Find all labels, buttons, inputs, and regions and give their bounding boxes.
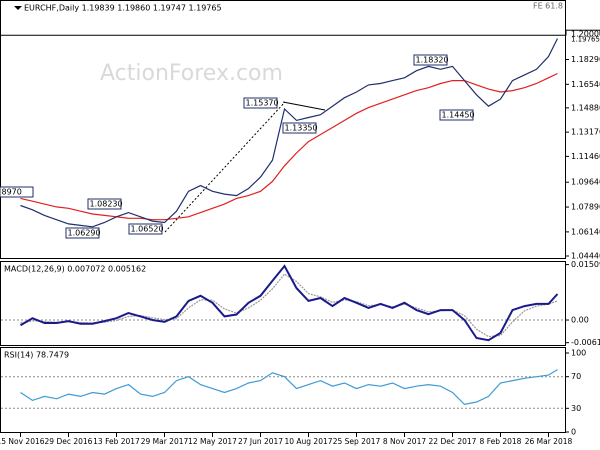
y-tick-label: 30: [571, 404, 581, 413]
annotation: 8970: [2, 188, 22, 197]
annotation-box: [128, 223, 163, 235]
y-tick-label: 1.13170: [571, 128, 600, 137]
y-tick-label: 1.18290: [571, 55, 600, 64]
x-tick-label: 12 May 2017: [188, 437, 237, 446]
y-tick-label: 70: [571, 372, 581, 381]
rsi-panel: [0, 347, 566, 433]
y-tick-label: 1.11460: [571, 152, 600, 161]
x-tick-label: 26 Mar 2018: [525, 437, 573, 446]
annotation: 1.14450: [442, 111, 475, 120]
y-tick-label: 1.06140: [571, 227, 600, 236]
annotation-box: [87, 198, 122, 210]
y-tick-label: 1.20000: [571, 30, 600, 39]
current-price-tag: [566, 35, 600, 44]
fe-label: FE 61.8: [533, 2, 563, 11]
annotation: 1.13350: [285, 124, 318, 133]
y-tick-label: 100: [571, 349, 586, 358]
y-tick-label: 1.14880: [571, 103, 600, 112]
y-tick-label: -0.006163: [571, 338, 600, 347]
x-tick-label: 29 Mar 2017: [141, 437, 189, 446]
annotation: 1.18320: [416, 56, 449, 65]
series-line: [19, 264, 559, 342]
x-tick-label: 25 Sep 2017: [333, 437, 381, 446]
y-tick-label: 1.04440: [571, 252, 600, 261]
x-tick-label: 27 Jun 2017: [238, 437, 283, 446]
annotation-box: [243, 97, 278, 109]
trend-line: [164, 101, 286, 233]
annotation: 1.08230: [90, 200, 123, 209]
y-tick-label: 0: [571, 428, 576, 437]
x-tick-label: 13 Feb 2017: [93, 437, 140, 446]
x-tick-label: 22 Dec 2017: [429, 437, 477, 446]
annotation-box: [0, 186, 34, 198]
menu-arrow: [14, 6, 22, 10]
current-price-label: 1.19765: [571, 36, 600, 44]
series-line: [20, 72, 558, 221]
y-tick-label: 1.07890: [571, 203, 600, 212]
watermark: ActionForex.com: [100, 61, 283, 86]
annotation-box: [413, 54, 448, 66]
x-tick-label: 29 Dec 2016: [45, 437, 93, 446]
annotation: 1.15370: [246, 99, 279, 108]
y-tick-label: 1.16540: [571, 80, 600, 89]
annotation-box: [65, 227, 100, 239]
rsi-header: RSI(14) 78.7479: [4, 351, 69, 360]
annotation: 1.06520: [131, 225, 164, 234]
y-tick-label: 1.09640: [571, 178, 600, 187]
x-tick-label: 8 Feb 2018: [480, 437, 522, 446]
x-tick-label: 15 Nov 2016: [0, 437, 45, 446]
trend-line: [282, 101, 326, 111]
macd-panel: [0, 261, 566, 346]
series-line: [20, 369, 558, 406]
annotation-box: [439, 109, 474, 121]
annotation-box: [282, 122, 317, 134]
series-line: [20, 38, 559, 228]
x-tick-label: 8 Nov 2017: [383, 437, 426, 446]
x-tick-label: 10 Aug 2017: [284, 437, 332, 446]
y-tick-label: 0.015092: [571, 260, 600, 269]
price-panel: [0, 0, 566, 259]
price-header: EURCHF,Daily 1.19839 1.19860 1.19747 1.1…: [24, 4, 222, 13]
annotation: 1.06290: [68, 229, 101, 238]
y-tick-label: 0.00: [571, 316, 589, 325]
macd-header: MACD(12,26,9) 0.007072 0.005162: [4, 265, 146, 274]
